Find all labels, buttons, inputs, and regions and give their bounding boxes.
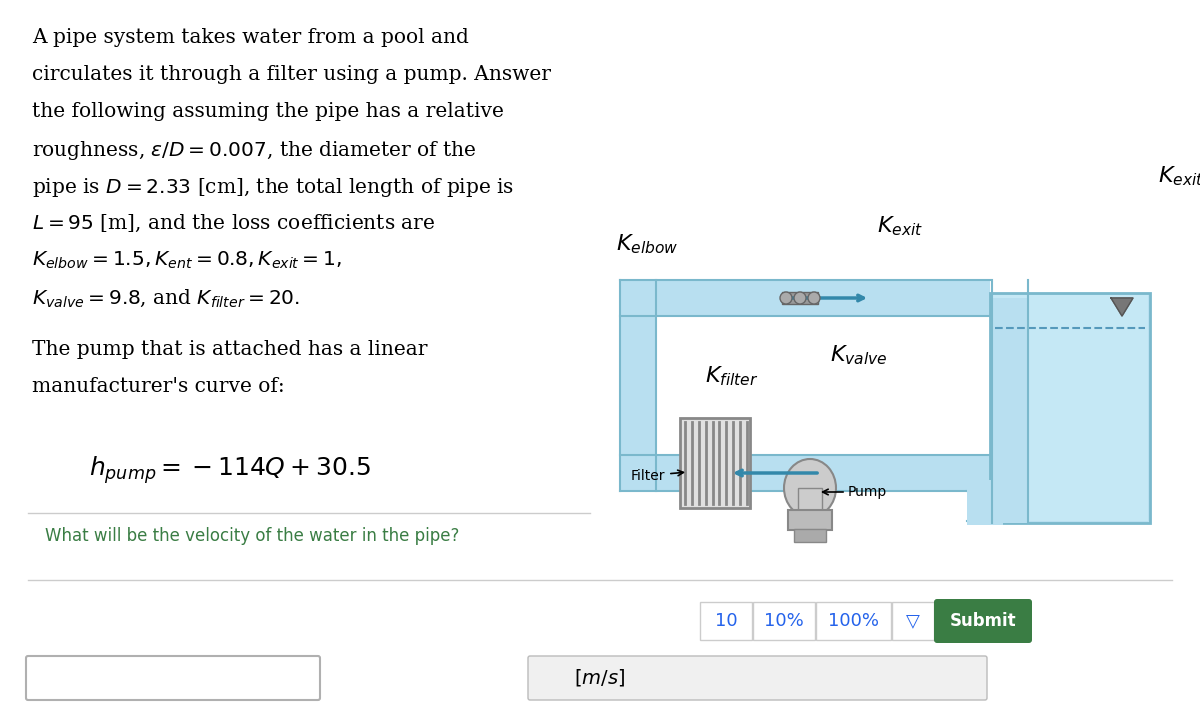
Text: Submit: Submit <box>949 612 1016 630</box>
Bar <box>620 455 656 491</box>
Text: Pump: Pump <box>848 485 887 499</box>
Text: What will be the velocity of the water in the pipe?: What will be the velocity of the water i… <box>46 526 460 545</box>
Text: Filter: Filter <box>630 470 665 483</box>
FancyBboxPatch shape <box>528 656 986 700</box>
Bar <box>967 455 1003 491</box>
FancyBboxPatch shape <box>700 602 752 640</box>
Text: $K_{valve} = 9.8$, and $K_{filter} = 20.$: $K_{valve} = 9.8$, and $K_{filter} = 20.… <box>32 287 300 309</box>
Text: $L = 95$ [m], and the loss coefficients are: $L = 95$ [m], and the loss coefficients … <box>32 213 436 234</box>
Text: A pipe system takes water from a pool and: A pipe system takes water from a pool an… <box>32 28 469 47</box>
Text: roughness, $\epsilon/D = 0.007$, the diameter of the: roughness, $\epsilon/D = 0.007$, the dia… <box>32 139 476 162</box>
FancyBboxPatch shape <box>26 656 320 700</box>
Ellipse shape <box>794 292 806 304</box>
Bar <box>992 298 1028 523</box>
Bar <box>680 418 750 508</box>
Text: The pump that is attached has a linear: The pump that is attached has a linear <box>32 340 427 359</box>
FancyBboxPatch shape <box>816 602 890 640</box>
Bar <box>967 491 1003 521</box>
Bar <box>794 529 826 542</box>
Bar <box>992 295 1148 521</box>
Bar <box>990 293 1150 523</box>
Text: circulates it through a filter using a pump. Answer: circulates it through a filter using a p… <box>32 65 551 84</box>
Text: $K_{valve}$: $K_{valve}$ <box>830 343 888 367</box>
Ellipse shape <box>808 292 820 304</box>
Text: 100%: 100% <box>828 612 878 630</box>
Bar <box>620 280 656 491</box>
FancyBboxPatch shape <box>934 599 1032 643</box>
Text: the following assuming the pipe has a relative: the following assuming the pipe has a re… <box>32 102 504 121</box>
Text: pipe is $D = 2.33$ [cm], the total length of pipe is: pipe is $D = 2.33$ [cm], the total lengt… <box>32 176 515 199</box>
Bar <box>620 455 1003 491</box>
Ellipse shape <box>784 459 836 517</box>
Text: $[m/s]$: $[m/s]$ <box>575 668 625 689</box>
FancyBboxPatch shape <box>892 602 934 640</box>
Bar <box>782 292 818 304</box>
Ellipse shape <box>780 292 792 304</box>
Text: 10%: 10% <box>764 612 804 630</box>
Bar <box>620 280 990 316</box>
Bar <box>620 280 656 316</box>
Text: $h_{pump} = -114Q + 30.5$: $h_{pump} = -114Q + 30.5$ <box>89 455 371 486</box>
FancyBboxPatch shape <box>754 602 815 640</box>
Text: $K_{elbow}$: $K_{elbow}$ <box>616 232 679 256</box>
Text: manufacturer's curve of:: manufacturer's curve of: <box>32 377 284 396</box>
Text: $K_{exit}$: $K_{exit}$ <box>1158 165 1200 188</box>
Text: 10: 10 <box>715 612 737 630</box>
Polygon shape <box>1111 298 1133 316</box>
Bar <box>788 510 832 530</box>
Text: $K_{elbow} = 1.5, K_{ent} = 0.8, K_{exit} = 1,$: $K_{elbow} = 1.5, K_{ent} = 0.8, K_{exit… <box>32 250 342 272</box>
Bar <box>967 480 1003 525</box>
Bar <box>798 488 822 510</box>
Text: $K_{exit}$: $K_{exit}$ <box>877 215 923 238</box>
Text: ▽: ▽ <box>906 612 920 630</box>
Text: $K_{filter}$: $K_{filter}$ <box>706 365 758 388</box>
